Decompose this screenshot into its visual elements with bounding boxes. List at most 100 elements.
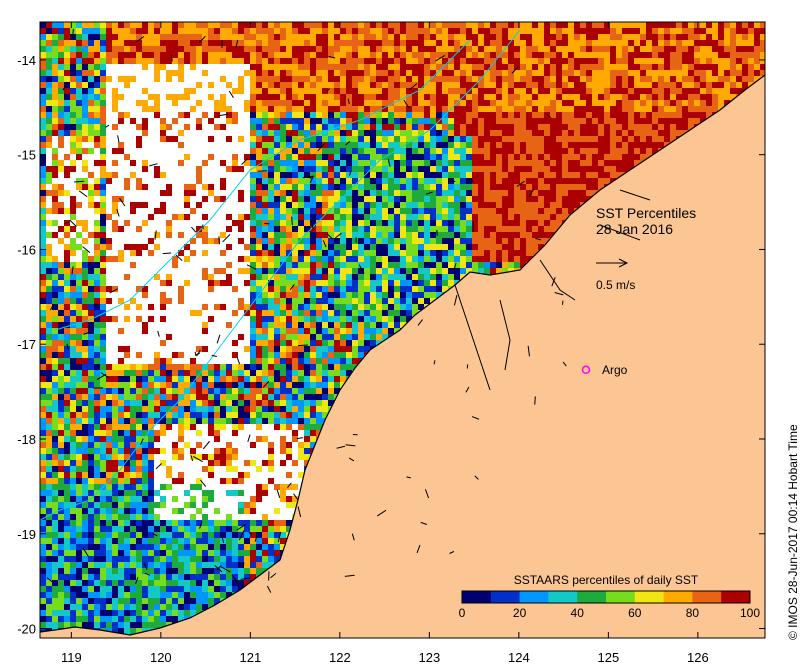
sst-pixel (478, 52, 484, 58)
sst-pixel (226, 52, 232, 58)
sst-pixel (478, 148, 484, 154)
sst-pixel (160, 52, 166, 58)
sst-pixel (490, 124, 496, 130)
sst-pixel (310, 202, 316, 208)
sst-pixel (466, 142, 472, 148)
sst-pixel (538, 88, 544, 94)
sst-pixel (586, 184, 592, 190)
sst-pixel (430, 202, 436, 208)
sst-pixel (322, 208, 328, 214)
sst-pixel (70, 214, 76, 220)
sst-pixel (466, 58, 472, 64)
sst-pixel (412, 244, 418, 250)
sst-pixel (70, 40, 76, 46)
sst-pixel (328, 136, 334, 142)
sst-pixel (358, 238, 364, 244)
sst-pixel (286, 154, 292, 160)
sst-pixel (40, 142, 46, 148)
sst-pixel (304, 304, 310, 310)
sst-pixel (184, 256, 190, 262)
sst-pixel (622, 148, 628, 154)
sst-pixel (244, 154, 250, 160)
sst-pixel (472, 130, 478, 136)
sst-pixel (136, 22, 142, 28)
sst-pixel (400, 220, 406, 226)
sst-pixel (682, 118, 688, 124)
sst-pixel (106, 46, 112, 52)
sst-pixel (574, 178, 580, 184)
sst-pixel (304, 22, 310, 28)
sst-pixel (628, 28, 634, 34)
sst-pixel (568, 172, 574, 178)
sst-pixel (268, 94, 274, 100)
sst-pixel (430, 34, 436, 40)
sst-pixel (346, 250, 352, 256)
sst-pixel (604, 118, 610, 124)
sst-pixel (502, 112, 508, 118)
sst-pixel (472, 106, 478, 112)
sst-pixel (508, 34, 514, 40)
sst-pixel (292, 112, 298, 118)
sst-pixel (670, 76, 676, 82)
sst-pixel (52, 46, 58, 52)
sst-pixel (514, 58, 520, 64)
sst-pixel (406, 148, 412, 154)
sst-pixel (670, 46, 676, 52)
sst-pixel (172, 214, 178, 220)
sst-pixel (352, 304, 358, 310)
sst-pixel (610, 154, 616, 160)
sst-pixel (532, 100, 538, 106)
sst-pixel (526, 94, 532, 100)
sst-pixel (580, 28, 586, 34)
sst-pixel (304, 112, 310, 118)
sst-pixel (370, 250, 376, 256)
sst-pixel (322, 250, 328, 256)
sst-pixel (670, 130, 676, 136)
sst-pixel (508, 46, 514, 52)
sst-pixel (448, 118, 454, 124)
sst-pixel (52, 76, 58, 82)
sst-pixel (604, 106, 610, 112)
sst-pixel (364, 94, 370, 100)
sst-pixel (190, 250, 196, 256)
sst-pixel (544, 220, 550, 226)
sst-pixel (178, 34, 184, 40)
sst-pixel (220, 232, 226, 238)
sst-pixel (124, 112, 130, 118)
sst-pixel (652, 142, 658, 148)
sst-pixel (604, 76, 610, 82)
sst-pixel (220, 124, 226, 130)
sst-pixel (316, 202, 322, 208)
sst-pixel (94, 286, 100, 292)
sst-pixel (46, 28, 52, 34)
sst-pixel (292, 202, 298, 208)
sst-pixel (70, 250, 76, 256)
sst-pixel (88, 100, 94, 106)
sst-pixel (280, 256, 286, 262)
sst-pixel (736, 34, 742, 40)
sst-pixel (262, 238, 268, 244)
sst-pixel (418, 232, 424, 238)
sst-pixel (502, 130, 508, 136)
sst-pixel (724, 46, 730, 52)
sst-pixel (454, 184, 460, 190)
sst-pixel (622, 112, 628, 118)
sst-pixel (484, 70, 490, 76)
sst-pixel (196, 52, 202, 58)
sst-pixel (472, 112, 478, 118)
sst-pixel (418, 148, 424, 154)
sst-pixel (376, 220, 382, 226)
sst-pixel (370, 160, 376, 166)
sst-pixel (70, 268, 76, 274)
sst-pixel (82, 160, 88, 166)
sst-pixel (64, 64, 70, 70)
sst-pixel (634, 46, 640, 52)
sst-pixel (268, 244, 274, 250)
sst-pixel (412, 160, 418, 166)
sst-pixel (262, 142, 268, 148)
sst-pixel (52, 166, 58, 172)
sst-pixel (208, 34, 214, 40)
sst-pixel (478, 106, 484, 112)
sst-pixel (100, 184, 106, 190)
sst-pixel (502, 214, 508, 220)
